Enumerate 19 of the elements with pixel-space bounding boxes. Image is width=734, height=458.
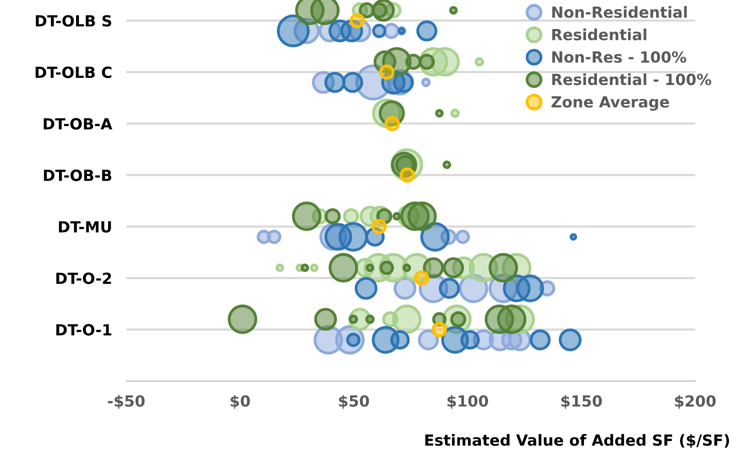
x-tick-label: $50 xyxy=(339,394,370,409)
y-tick-label: DT-OB-B xyxy=(44,170,112,182)
x-axis-title: Estimated Value of Added SF ($/SF) xyxy=(425,434,730,448)
x-tick-label: $100 xyxy=(447,394,488,409)
legend-label: Residential xyxy=(552,28,646,40)
y-tick-label: DT-O-2 xyxy=(56,272,112,284)
y-tick-label: DT-OB-A xyxy=(44,118,112,130)
y-tick-label: DT-OLB S xyxy=(36,15,112,27)
y-tick-label: DT-OLB C xyxy=(36,66,112,78)
legend-label: Zone Average xyxy=(552,96,669,111)
x-tick-label: $150 xyxy=(561,394,602,409)
legend-label: Non-Residential xyxy=(552,6,687,18)
y-tick-label: DT-O-1 xyxy=(56,324,112,336)
legend-label: Residential - 100% xyxy=(552,73,712,86)
y-tick-label: DT-MU xyxy=(58,221,111,233)
legend-label: Non-Res - 100% xyxy=(552,51,686,63)
x-tick-label: $200 xyxy=(675,394,716,409)
x-tick-label: $0 xyxy=(230,394,250,409)
x-tick-label: -$50 xyxy=(108,394,145,409)
